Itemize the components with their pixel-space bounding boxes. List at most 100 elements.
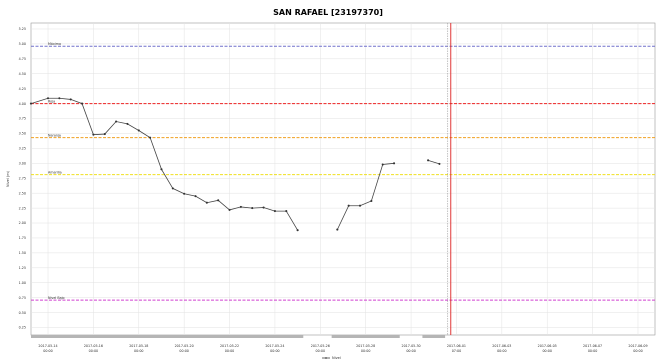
y-tick-label: 0.50 <box>19 311 26 315</box>
data-point <box>137 129 140 132</box>
y-tick-label: 2.75 <box>19 176 26 180</box>
x-tick-label: 00:00 <box>89 349 99 353</box>
x-tick-label: 00:00 <box>43 349 53 353</box>
data-point <box>228 208 231 211</box>
data-point <box>336 228 339 231</box>
series-line <box>336 162 395 230</box>
data-point <box>92 133 95 136</box>
data-point <box>296 229 299 232</box>
y-tick-label: 3.00 <box>19 162 26 166</box>
x-tick-label: 2017-05-24 <box>265 344 284 348</box>
chart-title: SAN RAFAEL [23197370] <box>273 8 383 17</box>
reference-line-label: Nivel Bajo <box>48 296 65 300</box>
data-point <box>69 98 72 101</box>
data-point <box>285 210 288 213</box>
x-tick-label: 2017-05-14 <box>38 344 57 348</box>
y-tick-label: 4.00 <box>19 102 26 106</box>
data-point <box>58 97 61 100</box>
legend: Nivel <box>322 356 341 360</box>
x-tick-label: 07:00 <box>452 349 462 353</box>
data-point <box>358 204 362 207</box>
data-point <box>183 192 186 195</box>
y-tick-label: 1.75 <box>19 236 26 240</box>
data-point <box>262 206 265 209</box>
y-tick-label: 4.75 <box>19 57 26 61</box>
data-point <box>29 102 33 105</box>
series-line <box>30 97 298 231</box>
y-tick-label: 1.00 <box>19 281 26 285</box>
y-tick-label: 3.50 <box>19 132 26 136</box>
x-tick-label: 00:00 <box>361 349 371 353</box>
x-tick-label: 2017-05-22 <box>220 344 239 348</box>
y-tick-label: 2.50 <box>19 191 26 195</box>
x-tick-label: 00:00 <box>270 349 280 353</box>
x-tick-label: 2017-05-16 <box>84 344 103 348</box>
x-tick-label: 2017-06-09 <box>628 344 647 348</box>
data-point <box>115 120 118 123</box>
data-point <box>171 187 174 190</box>
x-tick-label: 00:00 <box>542 349 552 353</box>
y-tick-label: 4.25 <box>19 87 26 91</box>
y-tick-label: 5.25 <box>19 27 26 31</box>
data-point <box>427 159 430 162</box>
y-tick-label: 5.00 <box>19 42 26 46</box>
legend-label: Nivel <box>332 356 341 360</box>
x-tick-label: 00:00 <box>633 349 643 353</box>
grid <box>30 22 656 336</box>
y-tick-label: 0.25 <box>19 326 26 330</box>
data-point <box>149 136 152 139</box>
reference-lines: Máximo Roja Naranja Amarilla Nivel Bajo <box>31 23 655 335</box>
data-point <box>160 168 163 171</box>
plot-area <box>30 22 656 336</box>
x-tick-label: 00:00 <box>406 349 416 353</box>
data-point <box>381 163 384 166</box>
data-point <box>370 199 373 202</box>
y-tick-label: 0.75 <box>19 296 26 300</box>
reference-line-label: Roja <box>48 99 55 103</box>
reference-line-label: Naranja <box>48 133 61 137</box>
x-tick-label: 00:00 <box>179 349 189 353</box>
data-point <box>393 162 396 165</box>
x-tick-label: 2017-05-30 <box>401 344 420 348</box>
x-tick-label: 2017-05-20 <box>175 344 194 348</box>
legend-marker <box>325 357 327 359</box>
x-tick-label: 2017-06-01 <box>447 344 466 348</box>
y-tick-label: 3.25 <box>19 147 26 151</box>
data-point <box>438 162 441 165</box>
y-tick-label: 3.75 <box>19 117 26 121</box>
x-tick-label: 2017-06-05 <box>538 344 557 348</box>
series-line <box>427 159 440 165</box>
data-point <box>347 204 350 207</box>
y-tick-label: 1.25 <box>19 266 26 270</box>
x-tick-label: 2017-05-18 <box>129 344 148 348</box>
data-availability-bar <box>422 335 446 338</box>
data-point <box>46 97 50 100</box>
x-tick-label: 2017-05-28 <box>356 344 375 348</box>
x-tick-label: 00:00 <box>497 349 507 353</box>
data-point <box>217 199 220 202</box>
y-axis-label: Nivel (m) <box>6 170 10 187</box>
y-tick-label: 2.00 <box>19 221 26 225</box>
data-point <box>205 201 208 204</box>
data-point <box>251 207 254 210</box>
axes: 0.25 0.50 0.75 1.00 1.25 1.50 1.75 2.00 2.25 2.50… <box>6 27 648 353</box>
data-point <box>273 210 276 213</box>
y-tick-label: 1.50 <box>19 251 26 255</box>
x-tick-label: 2017-06-03 <box>492 344 511 348</box>
y-tick-label: 2.25 <box>19 206 26 210</box>
x-tick-label: 00:00 <box>588 349 598 353</box>
data-point <box>239 205 242 208</box>
data-point <box>103 133 106 136</box>
x-tick-label: 00:00 <box>225 349 235 353</box>
x-tick-label: 00:00 <box>134 349 144 353</box>
y-tick-label: 4.50 <box>19 72 26 76</box>
data-availability-bar <box>331 335 400 338</box>
reference-line-label: Amarilla <box>48 170 62 174</box>
data-availability-bar <box>31 335 304 338</box>
x-tick-label: 2017-05-26 <box>311 344 330 348</box>
data-point <box>126 122 129 125</box>
x-tick-label: 2017-06-07 <box>583 344 602 348</box>
reference-line-label: Máximo <box>48 42 61 46</box>
data-point <box>194 195 197 198</box>
